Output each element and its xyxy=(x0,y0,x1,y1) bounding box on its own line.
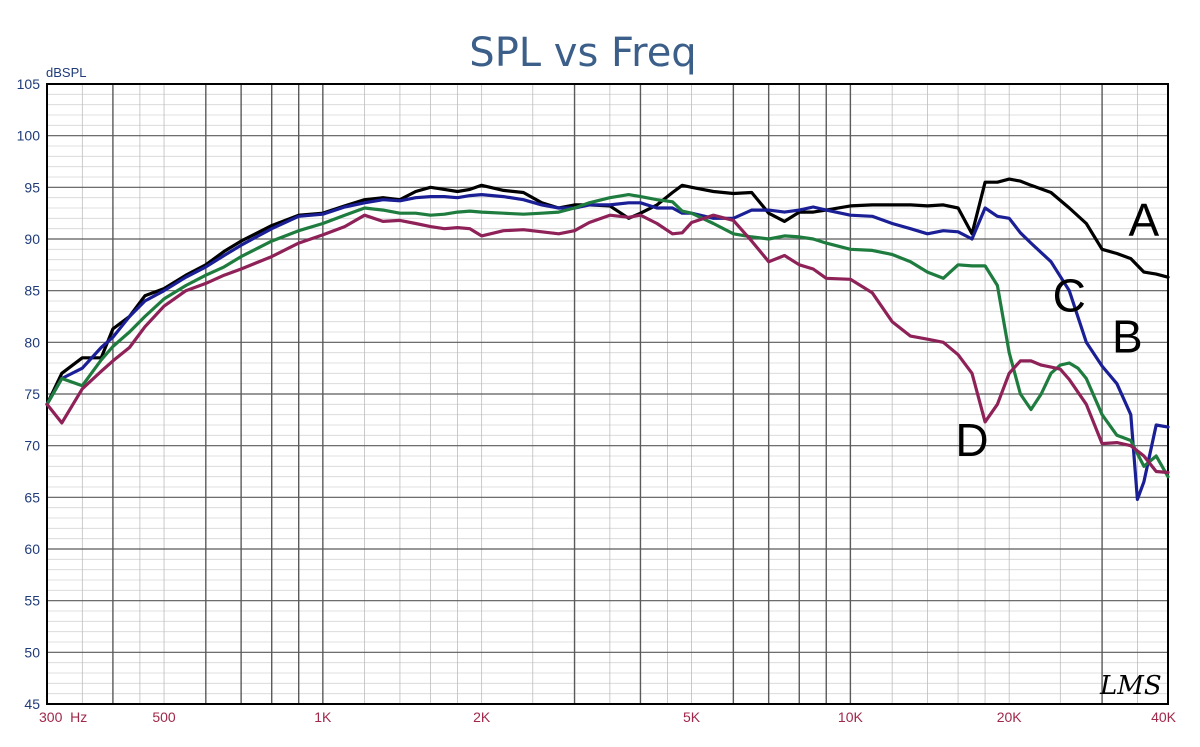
x-tick-label: 300 Hz xyxy=(39,709,87,725)
y-tick-label: 70 xyxy=(24,438,40,454)
series-lines xyxy=(45,177,1170,501)
series-label-d: D xyxy=(955,414,988,466)
y-axis-label: dBSPL xyxy=(46,65,86,80)
major-grid xyxy=(47,83,1168,705)
x-tick-label: 20K xyxy=(997,709,1023,725)
plot-frame xyxy=(46,83,1169,705)
x-tick-label: 1K xyxy=(314,709,332,725)
series-labels: A BC D xyxy=(955,194,1159,466)
y-tick-label: 50 xyxy=(24,644,40,660)
x-tick-labels: 300 Hz 500 1K 2K 5K 10K 20K 40K xyxy=(39,709,1177,725)
x-tick-label: 500 xyxy=(152,709,176,725)
series-line-a xyxy=(45,177,1170,406)
series-line-b xyxy=(45,193,1170,501)
series-label-c: C xyxy=(1053,269,1086,321)
y-tick-label: 45 xyxy=(24,696,40,712)
x-tick-label: 5K xyxy=(683,709,701,725)
y-tick-label: 65 xyxy=(24,489,40,505)
series-line-d xyxy=(45,213,1170,475)
series-line-c xyxy=(45,193,1170,479)
y-tick-labels: 105 100 95 90 85 80 75 70 65 60 55 50 45 xyxy=(17,76,41,712)
series-label-a: A xyxy=(1129,194,1160,246)
series-label-b: B xyxy=(1112,311,1143,363)
y-tick-label: 55 xyxy=(24,593,40,609)
x-tick-label: 40K xyxy=(1151,709,1177,725)
y-tick-label: 90 xyxy=(24,231,40,247)
chart-title: SPL vs Freq xyxy=(469,30,696,76)
y-tick-label: 75 xyxy=(24,386,40,402)
x-tick-label: 10K xyxy=(838,709,864,725)
lms-watermark: LMS xyxy=(1099,671,1162,701)
x-tick-label: 2K xyxy=(473,709,491,725)
y-tick-label: 85 xyxy=(24,283,40,299)
y-tick-label: 60 xyxy=(24,541,40,557)
y-tick-label: 80 xyxy=(24,334,40,350)
y-tick-label: 105 xyxy=(17,76,41,92)
y-tick-label: 100 xyxy=(17,128,41,144)
y-tick-label: 95 xyxy=(24,179,40,195)
